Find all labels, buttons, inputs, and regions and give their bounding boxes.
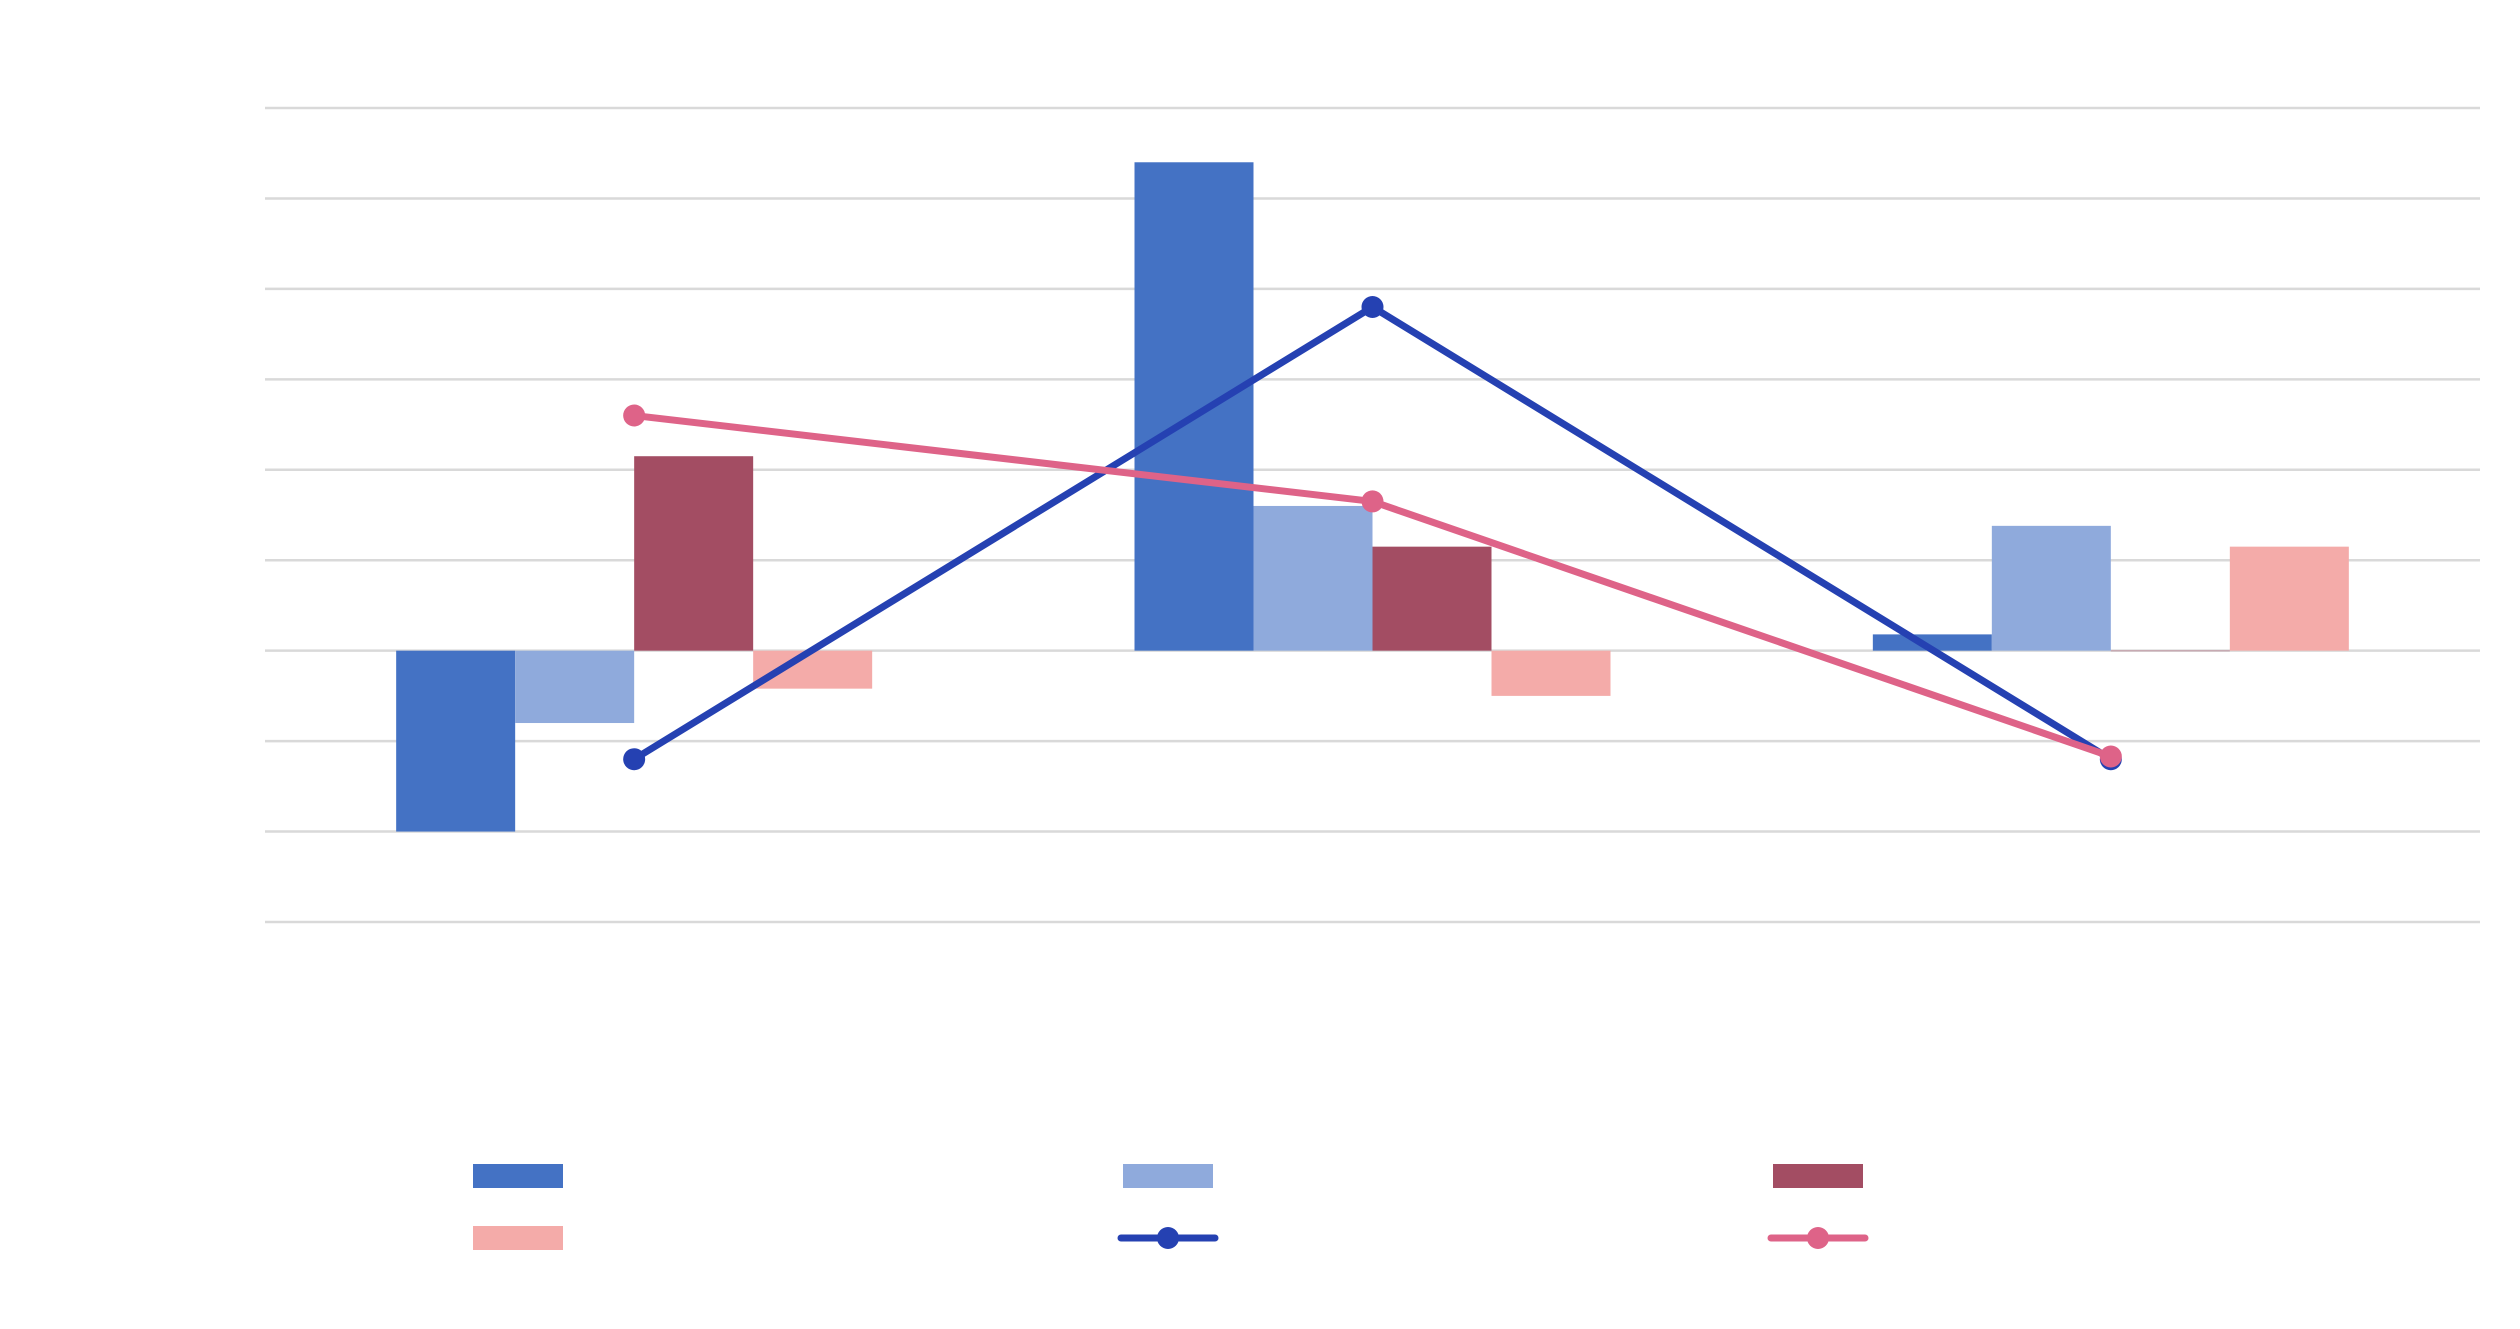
line-series2-point3 bbox=[2099, 745, 2122, 768]
legend-swatch-2 bbox=[1123, 1164, 1213, 1188]
legend-swatch-4 bbox=[473, 1226, 563, 1250]
bar-series4-cat2 bbox=[1491, 650, 1611, 696]
bar-series4-cat3 bbox=[2229, 546, 2349, 651]
bar-series bbox=[396, 162, 2349, 832]
bar-series2-cat1 bbox=[515, 650, 635, 724]
bar-series1-cat1 bbox=[396, 650, 516, 832]
legend bbox=[473, 1164, 1869, 1250]
line-series2-point2 bbox=[1361, 490, 1384, 513]
line-series2-point1 bbox=[623, 404, 646, 427]
legend-marker-6 bbox=[1807, 1227, 1829, 1249]
bar-series3-cat2 bbox=[1372, 546, 1492, 651]
legend-swatch-3 bbox=[1773, 1164, 1863, 1188]
bar-series1-cat2 bbox=[1134, 162, 1254, 651]
bar-series4-cat1 bbox=[753, 650, 873, 689]
bar-series1-cat3 bbox=[1872, 634, 1992, 651]
bar-series2-cat2 bbox=[1253, 505, 1373, 651]
line-series1-point2 bbox=[1361, 295, 1384, 318]
legend-swatch-1 bbox=[473, 1164, 563, 1188]
bar-series3-cat1 bbox=[634, 456, 754, 651]
legend-marker-5 bbox=[1157, 1227, 1179, 1249]
line-series bbox=[623, 295, 2122, 771]
bar-series3-cat3 bbox=[2110, 650, 2230, 652]
bar-series2-cat3 bbox=[1991, 525, 2111, 651]
line-series1-point1 bbox=[623, 748, 646, 771]
